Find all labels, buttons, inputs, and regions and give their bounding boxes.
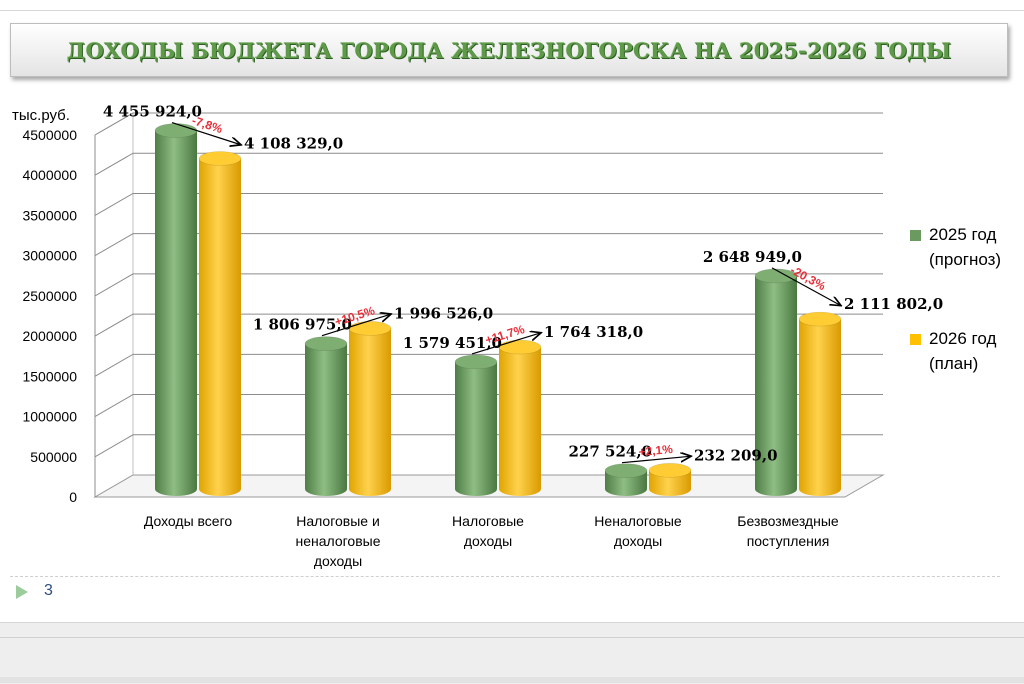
- change-arrow: [171, 121, 240, 145]
- gridline: [94, 112, 883, 136]
- legend-item-2026: 2026 год (план): [910, 326, 1024, 376]
- gridline: [94, 313, 883, 337]
- bar-top: [198, 151, 242, 166]
- y-tick-label: 500000: [30, 449, 77, 465]
- bar-2025: [455, 361, 497, 496]
- data-label-2026: 2 111 802,0: [844, 295, 943, 313]
- data-label-2026: 4 108 329,0: [244, 135, 343, 153]
- legend-item-2025: 2025 год (прогноз): [910, 222, 1024, 272]
- bar-top: [454, 354, 498, 370]
- x-category-label: доходы: [614, 533, 662, 549]
- bar-2025: [305, 343, 347, 496]
- x-category-label: Безвозмездные: [737, 513, 839, 529]
- bar-2025: [155, 130, 197, 497]
- x-category-label: Налоговые: [452, 513, 524, 529]
- y-tick-label: 3500000: [22, 207, 77, 223]
- slide-top-border: [0, 10, 1024, 11]
- change-arrow: [771, 267, 840, 305]
- data-label-2025: 1 806 975,0: [253, 316, 352, 334]
- bar-top: [754, 268, 798, 284]
- y-tick-label: 2500000: [22, 288, 77, 304]
- bar-2026: [499, 347, 541, 496]
- gridline: [94, 434, 883, 458]
- x-category-label: доходы: [314, 553, 362, 569]
- bar-top: [348, 321, 392, 336]
- change-percent-label: +2,1%: [638, 442, 674, 459]
- bar-top: [498, 339, 542, 355]
- bar-2025: [755, 275, 797, 496]
- y-tick-label: 1500000: [22, 368, 77, 384]
- bar-top: [604, 463, 648, 478]
- y-tick-label: 4000000: [22, 167, 77, 183]
- y-tick-label: 3000000: [22, 248, 77, 264]
- legend-swatch-2026: [910, 334, 921, 345]
- editor-bottom-panel: [0, 622, 1024, 684]
- data-label-2025: 1 579 451,0: [403, 334, 502, 352]
- legend-label-2026-line2: (план): [929, 354, 979, 373]
- bar-2026: [199, 158, 241, 496]
- change-arrow: [471, 333, 540, 355]
- x-category-label: Доходы всего: [144, 513, 233, 529]
- change-arrow: [321, 314, 390, 337]
- legend-label-2025-line1: 2025 год: [929, 225, 997, 244]
- legend-label-2026-line1: 2026 год: [929, 329, 997, 348]
- data-label-2025: 227 524,0: [568, 443, 652, 461]
- data-label-2026: 1 764 318,0: [544, 323, 643, 341]
- bar-top: [648, 463, 692, 478]
- bar-2026: [349, 328, 391, 496]
- page-number: 3: [44, 582, 53, 599]
- y-tick-label: 4500000: [22, 127, 77, 143]
- bar-2026: [799, 319, 841, 496]
- x-category-label: Налоговые и: [296, 513, 380, 529]
- gridline: [94, 233, 883, 257]
- gridline: [94, 353, 883, 377]
- legend-label-2025: 2025 год (прогноз): [929, 222, 1024, 272]
- bar-top: [304, 336, 348, 351]
- title-banner: ДОХОДЫ БЮДЖЕТА ГОРОДА ЖЕЛЕЗНОГОРСКА НА 2…: [10, 23, 1008, 77]
- bar-2026: [649, 470, 691, 496]
- y-tick-label: 1000000: [22, 409, 77, 425]
- legend-label-2025-line2: (прогноз): [929, 250, 1002, 269]
- data-label-2026: 232 209,0: [694, 446, 778, 464]
- gridline: [94, 192, 883, 216]
- slide-title: ДОХОДЫ БЮДЖЕТА ГОРОДА ЖЕЛЕЗНОГОРСКА НА 2…: [66, 37, 952, 63]
- legend-swatch-2025: [910, 230, 921, 241]
- data-label-2025: 2 648 949,0: [703, 248, 802, 266]
- x-category-label: Неналоговые: [594, 513, 682, 529]
- y-tick-label: 0: [69, 489, 77, 505]
- bar-chart: 0 500000 1000000 1500000 2000000 2500000 30000…: [12, 103, 943, 569]
- panel-divider: [0, 637, 1024, 638]
- x-category-label: доходы: [464, 533, 512, 549]
- side-wall: [94, 112, 134, 498]
- gridline: [94, 273, 883, 297]
- y-unit-label: тыс.руб.: [12, 107, 70, 124]
- x-category-label: неналоговые: [295, 533, 380, 549]
- slide-divider: [10, 576, 1000, 577]
- change-arrow: [621, 456, 690, 464]
- next-arrow-icon[interactable]: [16, 585, 28, 599]
- data-label-2025: 4 455 924,0: [103, 103, 202, 121]
- status-bar: [0, 677, 1024, 683]
- bar-2025: [605, 470, 647, 496]
- bar-top: [798, 311, 842, 327]
- y-tick-label: 2000000: [22, 328, 77, 344]
- data-label-2026: 1 996 526,0: [394, 304, 493, 322]
- x-category-label: поступления: [747, 533, 830, 549]
- gridline: [94, 152, 883, 176]
- legend-label-2026: 2026 год (план): [929, 326, 1024, 376]
- gridline: [94, 394, 883, 417]
